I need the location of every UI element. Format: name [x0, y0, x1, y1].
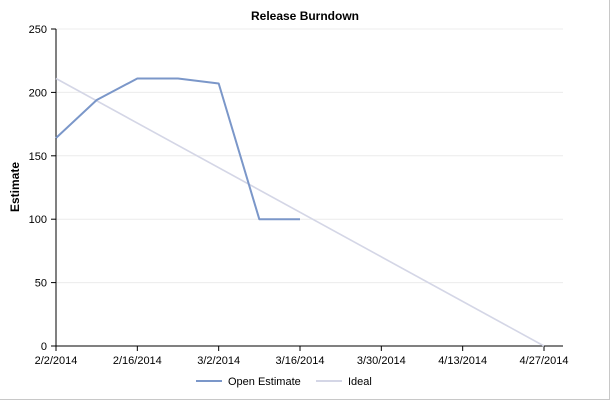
gridlines: [56, 28, 563, 284]
y-tick-label: 100: [29, 214, 47, 226]
tick-labels: 0 50 100 150 200 250 2/2/2014 2/16/2014 3/2/2014…: [29, 24, 569, 367]
series-line-open-estimate: [55, 77, 300, 221]
y-axis-label: Estimate: [8, 162, 22, 212]
series-lines: [55, 77, 545, 347]
legend: Open Estimate Ideal: [196, 376, 372, 388]
x-tick-label: 4/13/2014: [438, 355, 487, 367]
y-tick-label: 0: [41, 341, 47, 353]
chart-title: Release Burndown: [251, 9, 359, 23]
y-tick-label: 50: [35, 278, 47, 290]
x-tick-label: 2/2/2014: [35, 355, 78, 367]
axes: [51, 28, 563, 351]
series-line-ideal: [55, 77, 545, 347]
x-tick-label: 3/30/2014: [357, 355, 406, 367]
legend-label-ideal: Ideal: [348, 376, 372, 388]
x-tick-label: 4/27/2014: [520, 355, 569, 367]
x-tick-label: 3/2/2014: [197, 355, 240, 367]
y-tick-label: 250: [29, 24, 47, 36]
x-tick-label: 3/16/2014: [276, 355, 325, 367]
x-tick-label: 2/16/2014: [113, 355, 162, 367]
y-tick-label: 150: [29, 151, 47, 163]
y-tick-label: 200: [29, 87, 47, 99]
legend-label-open-estimate: Open Estimate: [228, 376, 301, 388]
